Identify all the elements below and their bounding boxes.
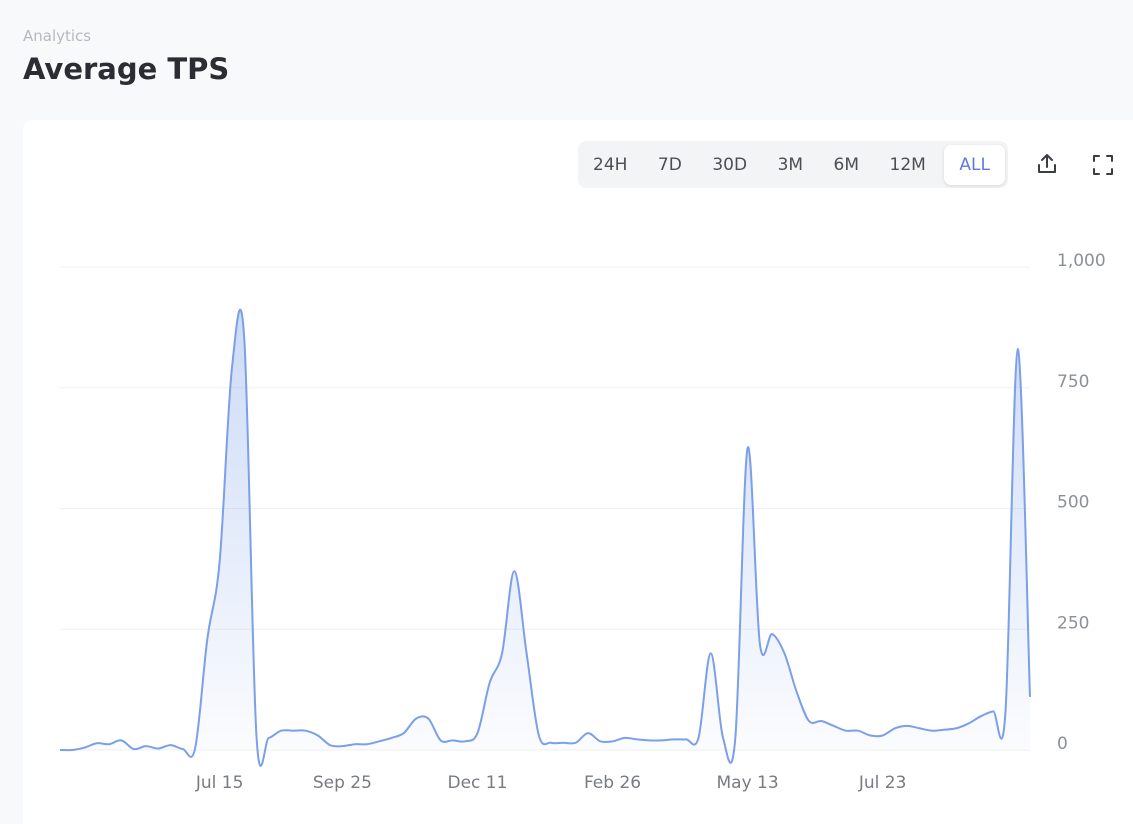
x-tick-label: Jul 15 <box>195 773 244 793</box>
x-tick-label: Sep 25 <box>313 773 372 793</box>
page-title: Average TPS <box>23 52 230 86</box>
range-button[interactable]: 30D <box>712 154 748 175</box>
share-icon[interactable] <box>1038 154 1056 173</box>
y-tick-label: 250 <box>1057 613 1089 633</box>
y-tick-label: 750 <box>1057 372 1089 392</box>
x-tick-label: Feb 26 <box>584 773 641 793</box>
x-tick-label: Dec 11 <box>447 773 507 793</box>
range-selector: 24H 7D 30D 3M 6M 12M ALL <box>578 141 1008 188</box>
area-fill <box>60 309 1030 767</box>
line <box>59 308 1031 768</box>
range-button[interactable]: 12M <box>889 154 926 175</box>
y-tick-label: 1,000 <box>1057 251 1106 271</box>
range-button[interactable]: 3M <box>777 154 804 175</box>
range-button[interactable]: 6M <box>833 154 860 175</box>
y-tick-label: 500 <box>1057 493 1089 513</box>
breadcrumb[interactable]: Analytics <box>23 27 92 45</box>
x-tick-label: Jul 23 <box>858 773 907 793</box>
range-button[interactable]: 24H <box>593 154 628 175</box>
x-tick-label: May 13 <box>717 773 779 793</box>
range-button[interactable]: ALL <box>944 144 1005 185</box>
fullscreen-icon[interactable] <box>1093 155 1113 175</box>
y-tick-label: 0 <box>1057 734 1068 754</box>
range-button[interactable]: 7D <box>657 154 682 175</box>
